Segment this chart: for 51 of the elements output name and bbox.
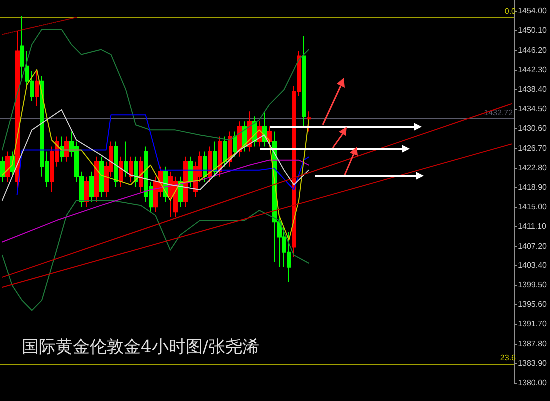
candlestick: [213, 141, 217, 178]
candlestick: [114, 141, 118, 188]
candlestick: [237, 121, 242, 158]
candlestick: [223, 136, 227, 168]
y-tick-label: 1442.30: [518, 65, 548, 74]
candlestick: [124, 141, 128, 178]
y-tick-label: 1430.60: [518, 124, 548, 134]
y-tick-label: 1454.00: [518, 6, 548, 16]
candlestick: [119, 156, 123, 188]
y-tick-label: 1411.10: [518, 222, 547, 232]
y-tick-label: 1415.00: [518, 202, 548, 212]
y-tick-label: 1395.60: [518, 300, 548, 310]
y-tick-label: 1438.40: [518, 84, 548, 94]
y-tick-label: 1426.70: [518, 144, 548, 153]
candlestick: [139, 156, 143, 193]
y-tick-label: 1387.80: [518, 339, 548, 348]
line-series: [2, 160, 310, 243]
y-tick-label: 1391.70: [518, 320, 548, 329]
ref-line-label: 1432.72: [484, 108, 514, 118]
text: 国际黄金伦敦金4小时图/张尧浠: [22, 338, 260, 358]
line-series: [2, 69, 310, 241]
candlestick: [99, 156, 104, 198]
y-tick-label: 1383.90: [518, 358, 548, 368]
line-series: [2, 29, 310, 151]
y-tick-label: 1434.50: [518, 104, 548, 114]
candlestick: [302, 36, 306, 128]
line-series: [16, 114, 310, 196]
candlestick: [60, 136, 64, 162]
line-series: [2, 200, 310, 312]
candlestick: [208, 146, 212, 182]
candlestick: [183, 156, 188, 208]
y-tick-label: 1407.20: [518, 242, 548, 251]
y-tick-label: 1422.80: [518, 163, 548, 172]
candlestick: [94, 156, 99, 203]
candlestick: [203, 151, 207, 182]
y-tick-label: 1399.50: [518, 280, 548, 290]
y-tick-label: 1403.40: [518, 260, 548, 270]
y-tick-label: 1446.20: [518, 46, 548, 55]
y-tick-label: 1450.10: [518, 26, 548, 36]
candlestick: [64, 136, 69, 162]
candlestick: [129, 156, 133, 182]
y-tick-label: 1418.90: [518, 182, 548, 192]
candlestick: [0, 156, 5, 182]
candlestick: [233, 131, 237, 158]
candlestick: [84, 176, 89, 208]
y-tick-label: 1380.00: [518, 378, 548, 388]
candlestick: [35, 70, 39, 108]
line-series: [2, 110, 310, 202]
candlestick: [188, 156, 193, 188]
candlestick: [5, 151, 10, 182]
candlestick: [89, 171, 94, 203]
